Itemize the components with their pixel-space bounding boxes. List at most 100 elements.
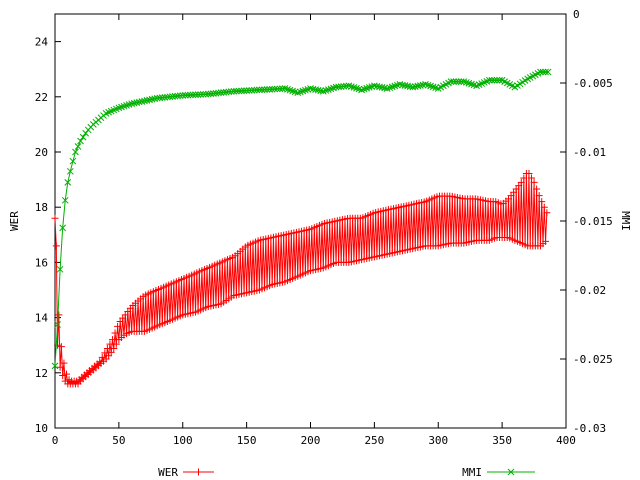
series-wer-point — [543, 209, 551, 217]
series-mmi-point — [238, 87, 245, 95]
series-mmi-point — [189, 91, 197, 99]
series-mmi-point — [404, 82, 411, 90]
series-mmi-point — [273, 85, 281, 93]
series-wer-point — [540, 203, 548, 211]
series-mmi-point — [77, 137, 84, 145]
series-mmi-point — [243, 87, 250, 94]
series-wer-point — [108, 336, 116, 344]
series-mmi-point — [447, 78, 455, 85]
series-mmi-point — [199, 90, 207, 98]
series-mmi-point — [309, 85, 317, 93]
series-wer-point — [96, 358, 104, 366]
series-mmi-point — [406, 83, 414, 90]
series-mmi-point — [493, 76, 501, 84]
series-mmi-point — [64, 179, 72, 186]
y-tick-label: 20 — [35, 146, 48, 159]
series-mmi-point — [130, 99, 138, 107]
y-tick-label: 12 — [35, 367, 48, 380]
series-mmi-line — [54, 71, 549, 366]
series-wer-point — [107, 348, 115, 356]
series-mmi-point — [248, 86, 256, 94]
series-mmi-point — [128, 100, 136, 108]
series-wer-point — [525, 170, 533, 178]
y2-tick-label: -0.01 — [573, 146, 606, 159]
series-mmi-point — [54, 321, 61, 328]
y2-tick-label: 0 — [573, 8, 580, 21]
series-mmi-point — [373, 82, 381, 90]
x-tick-label: 0 — [52, 434, 59, 447]
series-mmi-point — [542, 68, 549, 76]
series-mmi-point — [396, 81, 404, 88]
series-wer-point — [59, 372, 67, 380]
series-mmi-point — [544, 68, 552, 76]
series-mmi-point — [411, 83, 419, 90]
series-mmi-point — [69, 157, 77, 165]
y2-tick-label: -0.015 — [573, 215, 613, 228]
series-wer-point — [535, 192, 543, 200]
series-wer-point — [528, 174, 536, 182]
series-mmi-point — [419, 81, 427, 89]
series-mmi-point — [138, 98, 146, 105]
series-mmi-point — [488, 76, 496, 84]
series-wer-point — [542, 237, 550, 245]
series-mmi-point — [268, 85, 276, 93]
series-mmi-point — [72, 148, 79, 156]
legend-label: MMI — [462, 466, 482, 479]
series-wer-point — [52, 242, 60, 250]
series-mmi-point — [314, 86, 322, 94]
series-mmi-point — [450, 78, 457, 85]
series-wer-point — [530, 178, 538, 186]
series-mmi-point — [240, 87, 248, 95]
series-mmi-point — [307, 85, 314, 92]
legend-label: WER — [158, 466, 178, 479]
series-mmi-point — [250, 86, 258, 94]
series-mmi-point — [56, 265, 64, 273]
y2-tick-label: -0.02 — [573, 284, 606, 297]
series-mmi-point — [261, 86, 268, 93]
series-mmi-point — [455, 78, 463, 85]
x-tick-label: 300 — [428, 434, 448, 447]
series-mmi-point — [74, 143, 82, 150]
series-wer-point — [533, 185, 541, 193]
series-wer-point — [114, 322, 122, 330]
series-wer-point — [98, 353, 106, 361]
series-wer — [51, 170, 551, 388]
y2-tick-label: -0.03 — [573, 422, 606, 435]
series-mmi-point — [378, 84, 386, 91]
series-mmi-point — [485, 76, 493, 84]
y-tick-label: 24 — [35, 36, 49, 49]
legend: WER MMI — [158, 466, 535, 479]
series-wer-point — [517, 178, 525, 186]
legend-swatch-marker — [195, 468, 202, 476]
series-mmi-point — [381, 84, 388, 92]
series-wer-point — [110, 345, 118, 353]
series-wer-point — [60, 359, 68, 367]
y-axis-title: WER — [8, 211, 21, 231]
series-wer-point — [101, 349, 109, 357]
series-mmi-point — [51, 362, 59, 370]
y2-tick-label: -0.025 — [573, 353, 613, 366]
series-wer-point — [106, 340, 114, 348]
series-mmi-point — [148, 95, 156, 103]
x-tick-label: 50 — [112, 434, 125, 447]
series-mmi-point — [66, 167, 74, 175]
series-mmi-point — [258, 86, 266, 94]
series-mmi-point — [266, 85, 273, 93]
series-mmi-point — [133, 99, 141, 106]
series-mmi-point — [452, 78, 460, 85]
series-mmi-point — [253, 86, 261, 94]
series-mmi-point — [399, 81, 406, 89]
series-wer-point — [54, 341, 62, 349]
series-wer-point — [56, 363, 64, 371]
series-mmi-point — [82, 129, 90, 137]
series-mmi-point — [401, 82, 409, 89]
y2-tick-label: -0.005 — [573, 77, 613, 90]
axis-ticks: 0 50 100 150 200 250 300 350 400 10 12 14 16 18 20 22 24… — [35, 8, 613, 447]
series-wer-point — [55, 311, 63, 319]
series-mmi-point — [141, 97, 148, 105]
series-wer-point — [112, 340, 120, 348]
series-mmi — [51, 68, 552, 370]
series-mmi-point — [496, 76, 503, 84]
series-mmi-point — [271, 85, 279, 93]
